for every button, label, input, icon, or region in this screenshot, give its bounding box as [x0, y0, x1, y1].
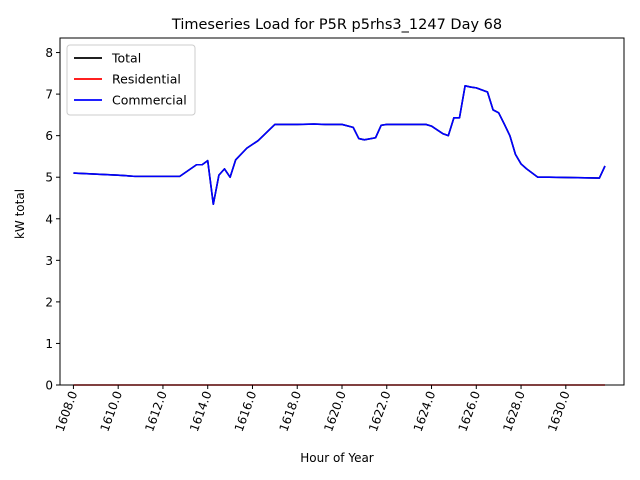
y-axis: 0 1 2 3 4 5 6 7 8 [45, 46, 60, 393]
legend: Total Residential Commercial [66, 44, 196, 116]
x-axis-label: Hour of Year [300, 451, 374, 465]
y-tick-label: 6 [45, 129, 53, 143]
legend-label-commercial: Commercial [112, 93, 187, 108]
y-tick-label: 1 [45, 337, 53, 351]
y-tick-label: 5 [45, 171, 53, 185]
chart-title: Timeseries Load for P5R p5rhs3_1247 Day … [171, 17, 502, 33]
y-tick-label: 0 [45, 379, 53, 393]
legend-label-residential: Residential [112, 72, 181, 87]
y-tick-label: 2 [45, 295, 53, 309]
y-tick-label: 3 [45, 254, 53, 268]
series-line-commercial [73, 84, 606, 206]
y-axis-label: kW total [13, 189, 27, 239]
legend-label-total: Total [111, 51, 141, 66]
y-tick-label: 4 [45, 212, 53, 226]
legend-box [66, 44, 196, 116]
y-tick-label: 8 [45, 46, 53, 60]
y-tick-label: 7 [45, 88, 53, 102]
